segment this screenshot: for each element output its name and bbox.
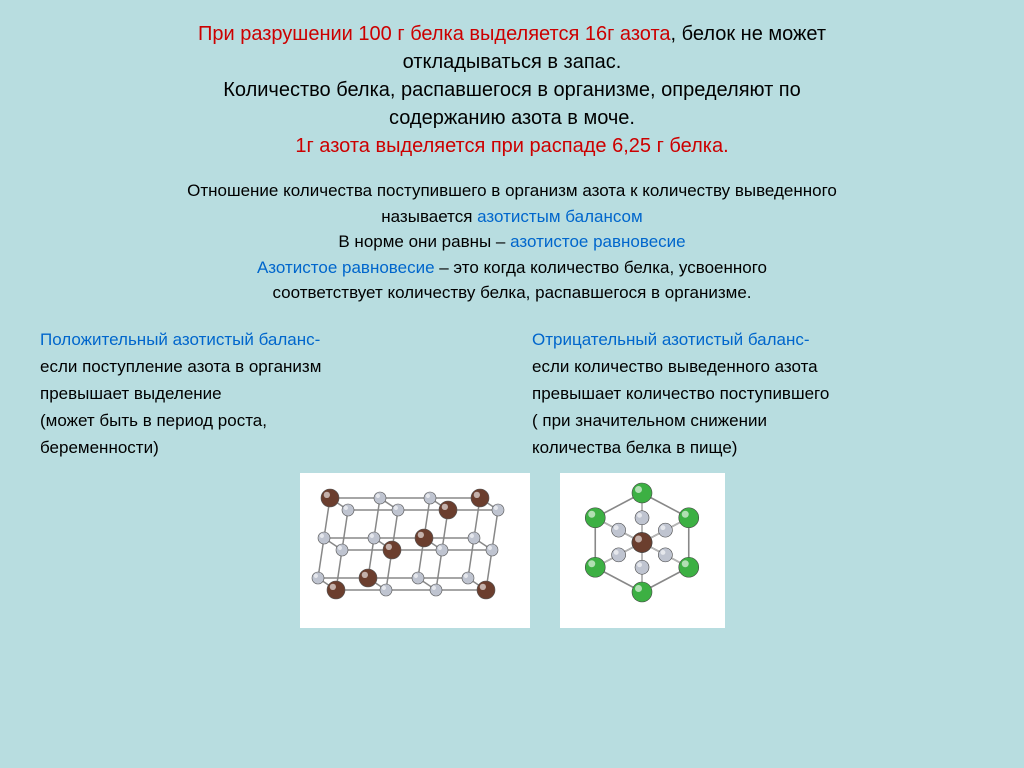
- mid-line2-black: называется: [381, 207, 477, 226]
- lattice-2: [560, 473, 725, 628]
- neg-l1: если количество выведенного азота: [532, 353, 984, 380]
- pos-l3: (может быть в период роста,: [40, 407, 492, 434]
- negative-balance-col: Отрицательный азотистый баланс- если кол…: [532, 326, 984, 462]
- lattice-1: [300, 473, 530, 628]
- neg-l2: превышает количество поступившего: [532, 380, 984, 407]
- header-block: При разрушении 100 г белка выделяется 16…: [40, 20, 984, 160]
- mid-line1: Отношение количества поступившего в орга…: [40, 178, 984, 204]
- neg-l3: ( при значительном снижении: [532, 407, 984, 434]
- pos-l1: если поступление азота в организм: [40, 353, 492, 380]
- lattice-images: [40, 473, 984, 628]
- header-line1: При разрушении 100 г белка выделяется 16…: [40, 20, 984, 48]
- mid-line4-black: – это когда количество белка, усвоенного: [435, 258, 767, 277]
- header-line2: откладываться в запас.: [40, 48, 984, 76]
- header-line5: 1г азота выделяется при распаде 6,25 г б…: [40, 132, 984, 160]
- mid-line2: называется азотистым балансом: [40, 204, 984, 230]
- positive-balance-col: Положительный азотистый баланс- если пос…: [40, 326, 492, 462]
- neg-l4: количества белка в пище): [532, 434, 984, 461]
- mid-line5: соответствует количеству белка, распавше…: [40, 280, 984, 306]
- columns: Положительный азотистый баланс- если пос…: [40, 326, 984, 462]
- header-line3: Количество белка, распавшегося в организ…: [40, 76, 984, 104]
- header-line4: содержанию азота в моче.: [40, 104, 984, 132]
- positive-balance-title: Положительный азотистый баланс-: [40, 326, 492, 353]
- mid-line3: В норме они равны – азотистое равновесие: [40, 229, 984, 255]
- mid-line2-blue: азотистым балансом: [477, 207, 643, 226]
- negative-balance-title: Отрицательный азотистый баланс-: [532, 326, 984, 353]
- mid-block: Отношение количества поступившего в орга…: [40, 178, 984, 306]
- mid-line4-blue: Азотистое равновесие: [257, 258, 435, 277]
- pos-l2: превышает выделение: [40, 380, 492, 407]
- header-line1-black: , белок не может: [671, 23, 827, 45]
- mid-line3-blue: азотистое равновесие: [510, 232, 686, 251]
- header-line1-red: При разрушении 100 г белка выделяется 16…: [198, 23, 671, 45]
- pos-l4: беременности): [40, 434, 492, 461]
- mid-line4: Азотистое равновесие – это когда количес…: [40, 255, 984, 281]
- mid-line3-black: В норме они равны –: [338, 232, 510, 251]
